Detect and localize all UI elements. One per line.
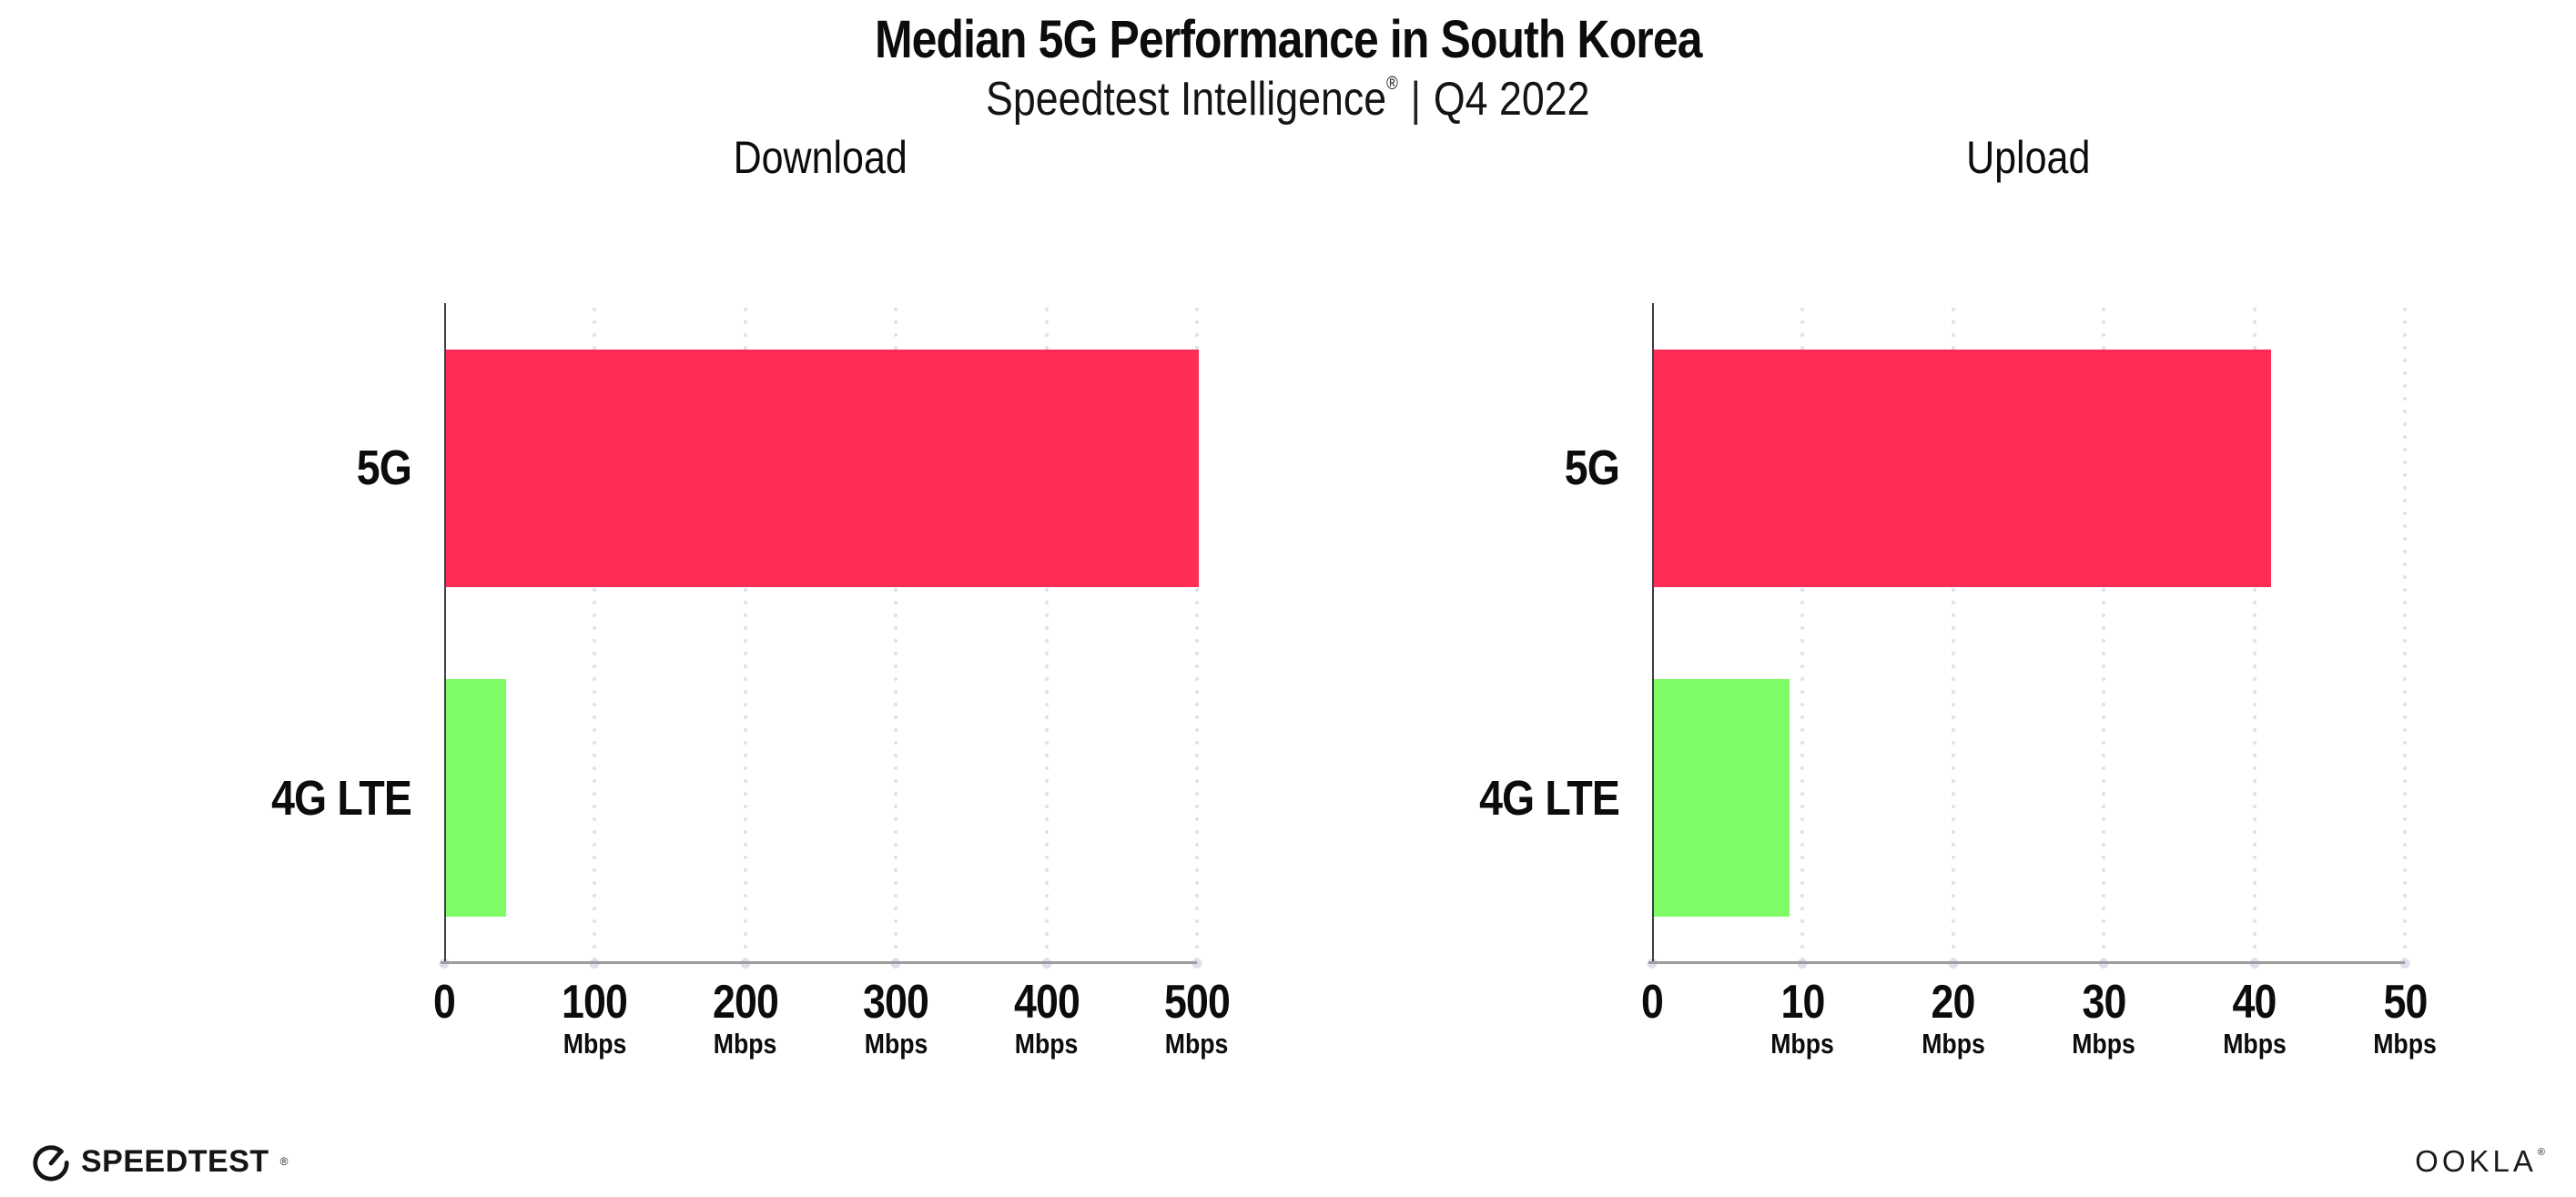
speedtest-logo: SPEEDTEST ® — [30, 1141, 289, 1182]
tick-unit: Mbps — [1165, 1027, 1229, 1060]
tick-unit: Mbps — [1014, 1027, 1079, 1060]
speedtest-registered-mark: ® — [279, 1155, 289, 1168]
tick-number: 500 — [1163, 976, 1231, 1030]
category-labels: 5G 4G LTE — [171, 303, 444, 963]
gridline — [894, 303, 898, 964]
bar-5g — [446, 349, 1199, 587]
gridline — [1800, 303, 1805, 964]
gridline — [2252, 303, 2257, 964]
tick-label: 100 Mbps — [557, 978, 634, 1059]
subtitle-text: Speedtest Intelligence® | Q4 2022 — [986, 72, 1590, 126]
chart-upload: Upload 5G 4G LTE 0 10 Mbps 20 Mbps 30 Mbps 40 Mbps 5… — [1379, 133, 2437, 1081]
tick-unit: Mbps — [2373, 1027, 2437, 1060]
tick-number: 0 — [1640, 976, 1664, 1030]
tick-number: 10 — [1780, 976, 1825, 1030]
tick-unit: Mbps — [1921, 1027, 1985, 1060]
speedtest-gauge-icon — [33, 1145, 69, 1182]
category-label-text: 5G — [1564, 441, 1620, 496]
tick-unit: Mbps — [2222, 1027, 2287, 1060]
tick-number: 200 — [712, 976, 779, 1030]
tick-unit: Mbps — [864, 1027, 928, 1060]
category-labels: 5G 4G LTE — [1379, 303, 1652, 963]
chart-title: Upload — [1652, 133, 2405, 183]
plot-area — [439, 303, 1202, 969]
chart-title-text: Download — [733, 132, 908, 184]
registered-mark: ® — [1386, 73, 1399, 94]
tick-number: 40 — [2232, 976, 2277, 1030]
tick-unit: Mbps — [713, 1027, 777, 1060]
tick-number: 300 — [863, 976, 929, 1030]
gridline — [1195, 303, 1199, 964]
tick-label: 300 Mbps — [857, 978, 934, 1059]
tick-label: 200 Mbps — [707, 978, 784, 1059]
y-axis — [1652, 303, 1654, 964]
gridline — [1044, 303, 1049, 964]
speedtest-wordmark: SPEEDTEST — [81, 1143, 269, 1179]
chart-download: Download 5G 4G LTE 0 100 Mbps 200 Mbps 300 Mbps 40… — [171, 133, 1231, 1081]
main-title: Median 5G Performance in South Korea — [0, 10, 2576, 69]
tick-unit: Mbps — [563, 1027, 627, 1060]
tick-number: 50 — [2382, 976, 2428, 1030]
tick-label: 30 Mbps — [2067, 978, 2141, 1059]
gridline — [1951, 303, 1955, 964]
category-label-text: 5G — [356, 441, 412, 496]
tick-number: 100 — [562, 976, 628, 1030]
bar-5g — [1654, 349, 2272, 587]
x-axis — [1648, 961, 2405, 965]
tick-unit: Mbps — [1770, 1027, 1835, 1060]
gridline — [2102, 303, 2106, 964]
x-axis — [441, 961, 1197, 965]
gridline — [2403, 303, 2407, 964]
tick-label: 400 Mbps — [1009, 978, 1085, 1059]
charts-row: Download 5G 4G LTE 0 100 Mbps 200 Mbps 300 Mbps 40… — [0, 133, 2576, 1081]
tick-label: 500 Mbps — [1159, 978, 1235, 1059]
y-axis — [444, 303, 446, 964]
main-title-text: Median 5G Performance in South Korea — [874, 10, 1703, 69]
tick-number: 400 — [1013, 976, 1080, 1030]
category-label-4g-lte: 4G LTE — [1379, 634, 1652, 964]
tick-number: 20 — [1931, 976, 1976, 1030]
subtitle: Speedtest Intelligence® | Q4 2022 — [0, 72, 2576, 126]
tick-unit: Mbps — [2072, 1027, 2135, 1060]
header: Median 5G Performance in South Korea Spe… — [0, 10, 2576, 126]
axis-tick-dot — [1192, 959, 1202, 969]
axis-tick-dot — [2399, 959, 2410, 969]
tick-label: 0 — [431, 978, 457, 1028]
tick-label: 40 Mbps — [2217, 978, 2291, 1059]
gridline — [593, 303, 597, 964]
tick-label: 20 Mbps — [1916, 978, 1990, 1059]
chart-title: Download — [444, 133, 1197, 183]
x-tick-labels: 0 10 Mbps 20 Mbps 30 Mbps 40 Mbps 50 Mbps — [1641, 963, 2437, 1081]
ookla-logo: OOKLA® — [2415, 1144, 2549, 1179]
x-tick-labels: 0 100 Mbps 200 Mbps 300 Mbps 400 Mbps 500 Mbps — [433, 963, 1231, 1081]
category-label-5g: 5G — [171, 303, 444, 634]
plot-area — [1647, 303, 2410, 969]
category-label-5g: 5G — [1379, 303, 1652, 634]
footer: SPEEDTEST ® OOKLA® — [30, 1141, 2549, 1182]
category-label-text: 4G LTE — [271, 770, 412, 826]
category-label-4g-lte: 4G LTE — [171, 634, 444, 964]
tick-label: 50 Mbps — [2368, 978, 2442, 1059]
tick-number: 0 — [432, 976, 456, 1030]
tick-label: 0 — [1639, 978, 1665, 1028]
bar-4g-lte — [1654, 679, 1790, 918]
category-label-text: 4G LTE — [1479, 770, 1620, 826]
tick-label: 10 Mbps — [1766, 978, 1840, 1059]
subtitle-divider: | — [1410, 72, 1422, 126]
chart-title-text: Upload — [1966, 132, 2091, 184]
subtitle-period: Q4 2022 — [1434, 72, 1590, 126]
ookla-wordmark: OOKLA — [2415, 1144, 2537, 1178]
bar-4g-lte — [446, 679, 507, 918]
tick-number: 30 — [2082, 976, 2126, 1030]
ookla-registered-mark: ® — [2537, 1147, 2549, 1158]
gridline — [743, 303, 747, 964]
subtitle-brand: Speedtest Intelligence — [986, 72, 1387, 126]
